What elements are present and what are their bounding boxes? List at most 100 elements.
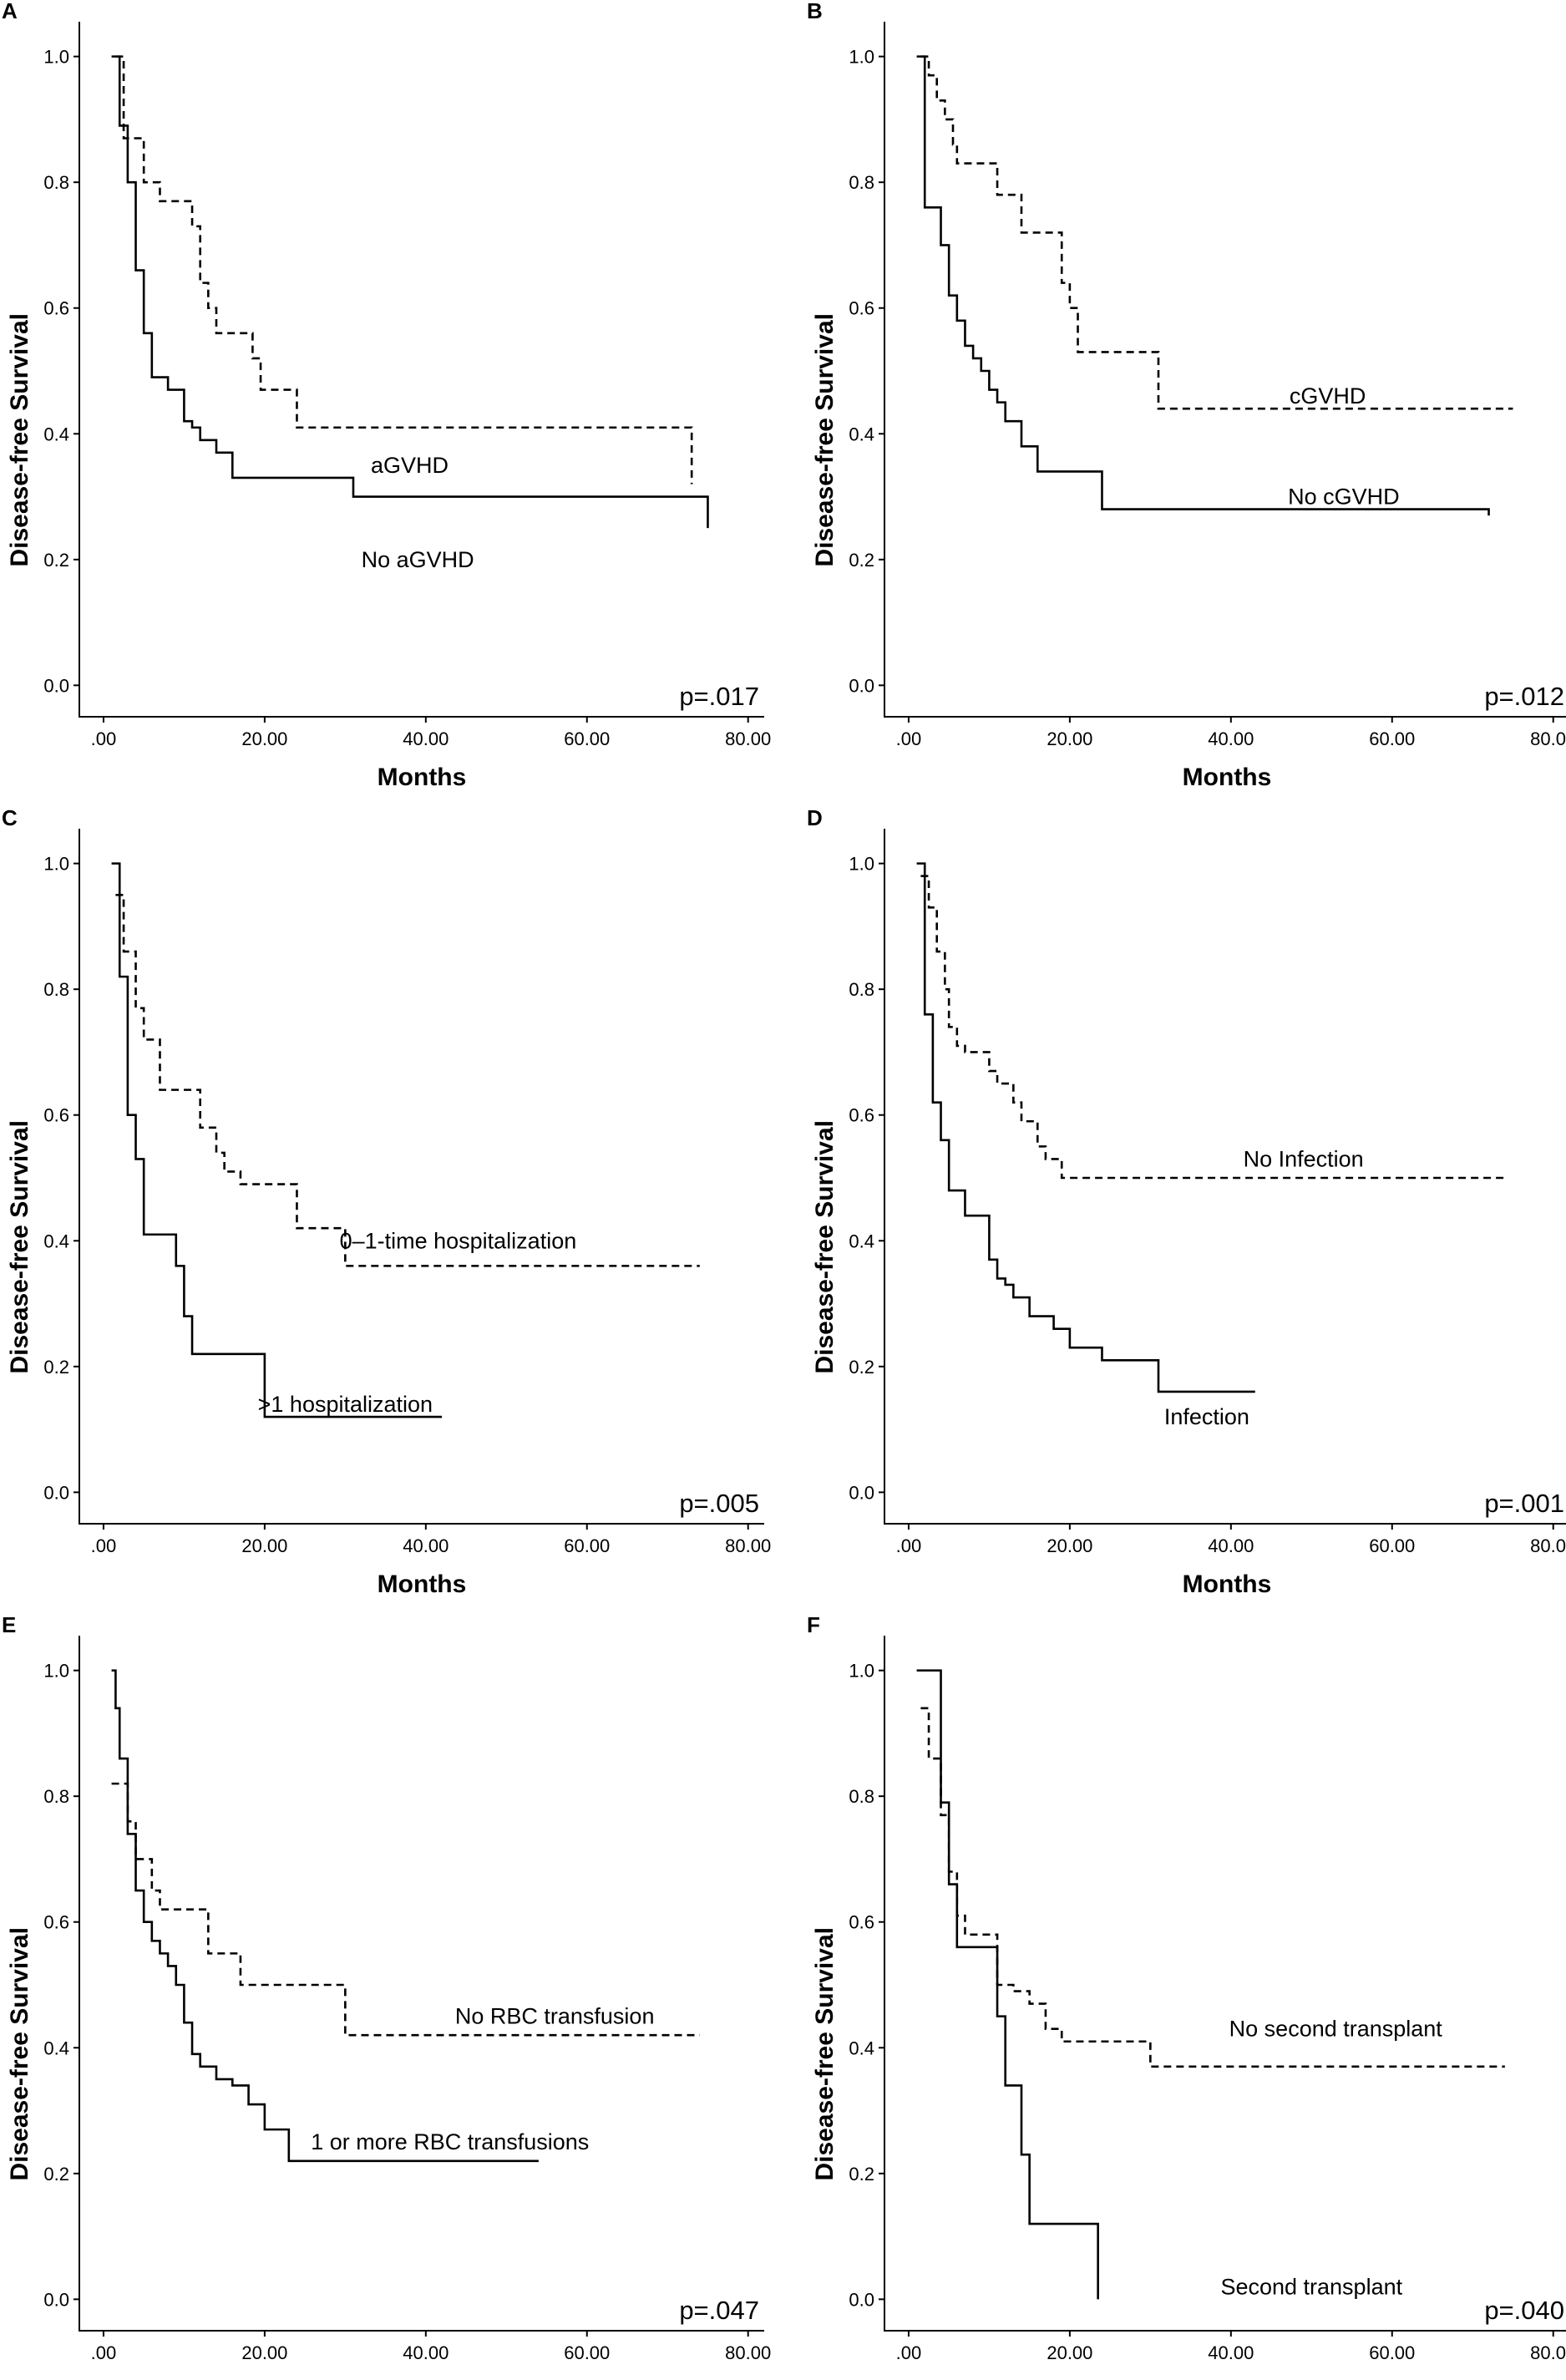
panel-d-y-tick-label: 0.2 <box>849 1357 874 1378</box>
panel-c-series-label-solid: >1 hospitalization <box>258 1392 433 1417</box>
panel-c-y-tick-label: 1.0 <box>43 854 69 875</box>
panel-b-curve-dashed <box>920 55 1513 410</box>
panel-e-x-tick-label: 40.00 <box>403 2342 449 2363</box>
panel-d-curve-dashed <box>920 875 1505 1180</box>
panel-e-axes <box>79 1636 764 2332</box>
panel-c-p-value: p=.005 <box>679 1489 759 1518</box>
panel-c-x-tick-label: 20.00 <box>241 1535 287 1556</box>
panel-b-y-tick-label: 0.4 <box>849 424 874 444</box>
panel-e-y-tick-label: 0.0 <box>43 2289 69 2310</box>
panel-c-group: C 0.0 0.2 0.4 0.6 0.8 1.0 .00 20.00 40.00 60.00 80.… <box>2 805 771 1598</box>
panel-c-curve-dashed <box>115 893 700 1267</box>
panel-e-x-tick-label: 60.00 <box>564 2342 610 2363</box>
panel-f-curve-solid <box>916 1669 1099 2300</box>
panel-e-group: E 0.0 0.2 0.4 0.6 0.8 1.0 .00 20.00 40.00 60.00 80.… <box>2 1612 771 2380</box>
panel-d-y-tick-label: 0.6 <box>849 1105 874 1126</box>
panel-e-x-tick-label: .00 <box>91 2342 117 2363</box>
panel-b-x-tick-label: 60.00 <box>1369 728 1415 749</box>
panel-f-y-tick-label: 0.2 <box>849 2164 874 2185</box>
panel-f-series-label-dashed: No second transplant <box>1229 2017 1443 2042</box>
panel-a-x-tick-label: 60.00 <box>564 728 610 749</box>
panel-f-p-value: p=.040 <box>1484 2296 1564 2325</box>
panel-c-x-tick-label: 40.00 <box>403 1535 449 1556</box>
panel-f-y-tick-label: 1.0 <box>849 1661 874 1682</box>
panel-a-p-value: p=.017 <box>679 682 759 711</box>
panel-b-y-tick-label: 1.0 <box>849 47 874 68</box>
panel-a-x-axis-title: Months <box>378 764 467 791</box>
panel-a-axes <box>79 22 764 718</box>
panel-a-y-tick-label: 1.0 <box>43 47 69 68</box>
panel-f-x-tick-label: .00 <box>896 2342 922 2363</box>
panel-e-p-value: p=.047 <box>679 2296 759 2325</box>
panel-d-p-value: p=.001 <box>1484 1489 1564 1518</box>
panel-a-curve-solid <box>111 55 709 529</box>
panel-b-series-label-dashed: cGVHD <box>1290 383 1366 409</box>
panel-b-axes <box>884 22 1566 718</box>
panel-a-group: A 0.0 0.2 0.4 0.6 0.8 1.0 .00 20.00 40.00 60.00 80.… <box>2 0 771 791</box>
panel-a-y-tick-label: 0.6 <box>43 298 69 319</box>
panel-f-y-tick-label: 0.0 <box>849 2289 874 2310</box>
panel-c-y-axis-title: Disease-free Survival <box>6 1120 33 1374</box>
panel-e-y-tick-label: 0.4 <box>43 2037 69 2058</box>
panel-e-series-label-solid: 1 or more RBC transfusions <box>311 2129 589 2154</box>
panel-a-y-tick-label: 0.2 <box>43 550 69 571</box>
panel-e-x-axis-title: Months <box>378 2377 467 2380</box>
panel-f-y-tick-label: 0.6 <box>849 1912 874 1933</box>
panel-c-y-tick-label: 0.2 <box>43 1357 69 1378</box>
panel-a-y-axis-title: Disease-free Survival <box>6 313 33 567</box>
panel-a-series-label-solid: No aGVHD <box>362 547 474 572</box>
panel-d-y-tick-label: 0.8 <box>849 979 874 1000</box>
panel-e-y-tick-label: 0.6 <box>43 1912 69 1933</box>
panel-c-y-tick-label: 0.8 <box>43 979 69 1000</box>
panel-d-y-tick-label: 0.4 <box>849 1231 874 1251</box>
panel-e-y-tick-label: 0.2 <box>43 2164 69 2185</box>
panel-c-series-label-dashed: 0–1-time hospitalization <box>340 1228 577 1253</box>
panel-f-x-tick-label: 40.00 <box>1208 2342 1254 2363</box>
panel-e-y-axis-title: Disease-free Survival <box>6 1927 33 2181</box>
panel-c-y-tick-label: 0.6 <box>43 1105 69 1126</box>
panel-f-axes <box>884 1636 1566 2332</box>
panel-e-y-tick-label: 1.0 <box>43 1661 69 1682</box>
panel-c-axes <box>79 829 764 1525</box>
panel-f-y-tick-label: 0.8 <box>849 1786 874 1807</box>
panel-d-y-axis-title: Disease-free Survival <box>811 1120 839 1374</box>
panel-d-x-axis-title: Months <box>1183 1571 1272 1598</box>
panel-e-y-tick-label: 0.8 <box>43 1786 69 1807</box>
panel-a-y-tick-label: 0.4 <box>43 424 69 444</box>
panel-b-x-tick-label: 80.00 <box>1530 728 1566 749</box>
panel-b-x-tick-label: 40.00 <box>1208 728 1254 749</box>
panel-c-y-tick-label: 0.4 <box>43 1231 69 1251</box>
panel-c-x-tick-label: 80.00 <box>725 1535 771 1556</box>
panel-e-curve-dashed <box>111 1782 700 2037</box>
panel-d-y-tick-label: 1.0 <box>849 854 874 875</box>
panel-d-series-label-solid: Infection <box>1164 1404 1249 1429</box>
panel-e-curve-solid <box>111 1669 539 2163</box>
panel-b-curve-solid <box>916 55 1490 516</box>
panel-f-x-axis-title: Months <box>1183 2377 1272 2380</box>
panel-e-series-label-dashed: No RBC transfusion <box>455 2004 655 2029</box>
panel-c-x-axis-title: Months <box>378 1571 467 1598</box>
panel-c-x-tick-label: 60.00 <box>564 1535 610 1556</box>
panel-d-x-tick-label: 80.00 <box>1530 1535 1566 1556</box>
panel-b-y-tick-label: 0.6 <box>849 298 874 319</box>
panel-b-x-tick-label: .00 <box>896 728 922 749</box>
panel-e-x-tick-label: 80.00 <box>725 2342 771 2363</box>
panel-b-series-label-solid: No cGVHD <box>1288 485 1400 510</box>
panel-d-group: D 0.0 0.2 0.4 0.6 0.8 1.0 .00 20.00 40.00 60.00 80.… <box>807 805 1566 1598</box>
panel-d-axes <box>884 829 1566 1525</box>
panel-e-x-tick-label: 20.00 <box>241 2342 287 2363</box>
panel-b-y-tick-label: 0.0 <box>849 675 874 696</box>
panel-f-group: F 0.0 0.2 0.4 0.6 0.8 1.0 .00 20.00 40.00 60.00 80.… <box>807 1612 1566 2380</box>
panel-a-x-tick-label: 40.00 <box>403 728 449 749</box>
panel-f-y-tick-label: 0.4 <box>849 2037 874 2058</box>
panel-d-x-tick-label: .00 <box>896 1535 922 1556</box>
panel-d-x-tick-label: 40.00 <box>1208 1535 1254 1556</box>
panel-b-y-tick-label: 0.8 <box>849 172 874 193</box>
panel-c-y-tick-label: 0.0 <box>43 1482 69 1503</box>
panel-f-x-tick-label: 20.00 <box>1047 2342 1092 2363</box>
panel-a-curve-dashed <box>115 55 693 485</box>
panel-b-letter: B <box>807 0 823 23</box>
panel-d-letter: D <box>807 805 823 830</box>
